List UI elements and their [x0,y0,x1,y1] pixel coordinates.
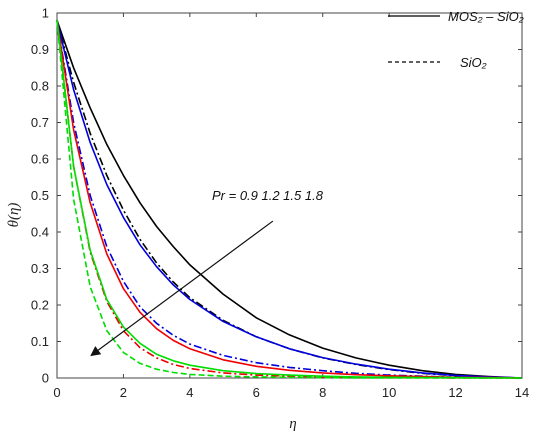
x-axis-label: η [289,416,296,432]
series-line-pr-1_2-hybrid [56,20,523,379]
pr-annotation-text: Pr = 0.9 1.2 1.5 1.8 [212,188,324,203]
x-tick-label: 6 [253,385,260,400]
x-tick-label: 14 [515,385,529,400]
series-line-pr-1_5-hybrid [56,20,523,379]
series-line-pr-1_8-sio2 [56,20,522,379]
y-tick-label: 0.4 [31,225,49,240]
y-tick-label: 0.9 [31,42,49,57]
legend-label-sio2: SiO₂ [460,55,487,70]
x-tick-label: 2 [120,385,127,400]
arrow-line [97,220,274,351]
series-lines [56,20,523,379]
y-tick-label: 0.2 [31,298,49,313]
y-tick-label: 0.3 [31,261,49,276]
x-axis-ticks: 0 2 4 6 8 10 12 14 [53,13,529,400]
x-tick-label: 4 [186,385,193,400]
legend-label-hybrid: MOS₂ – SiO₂ [448,9,524,24]
x-tick-label: 8 [319,385,326,400]
y-tick-label: 0.1 [31,334,49,349]
y-axis-label: θ(η) [6,203,22,228]
series-line-pr-0_9-hybrid [56,20,523,379]
y-tick-label: 0.6 [31,152,49,167]
annotation: Pr = 0.9 1.2 1.5 1.8 [90,188,324,357]
y-tick-label: 0.7 [31,115,49,130]
x-tick-label: 12 [448,385,462,400]
y-tick-label: 0.8 [31,79,49,94]
legend: MOS₂ – SiO₂ SiO₂ [388,9,524,70]
y-tick-label: 0 [42,371,49,386]
arrow-head [90,346,102,357]
y-axis-ticks: 0 0.1 0.2 0.3 0.4 0.5 0.6 0.7 0.8 0.9 1 [31,6,522,386]
y-tick-label: 1 [42,6,49,21]
series-line-pr-1_8-hybrid [56,20,522,379]
x-tick-label: 0 [53,385,60,400]
x-tick-label: 10 [382,385,396,400]
y-tick-label: 0.5 [31,188,49,203]
